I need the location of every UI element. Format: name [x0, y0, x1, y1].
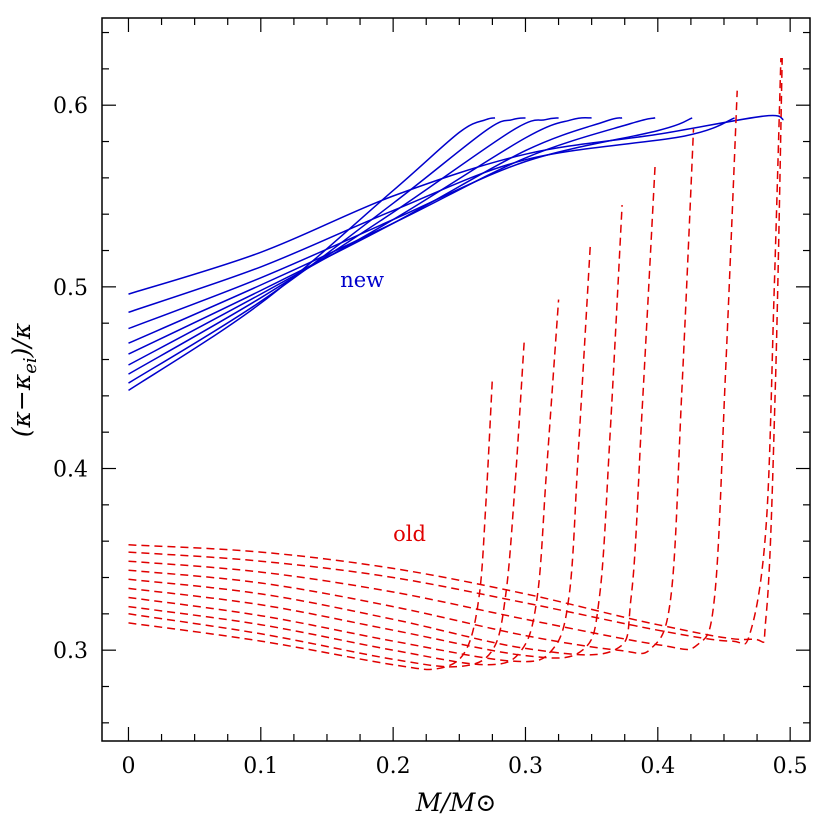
y-tick-label: 0.6 [53, 94, 88, 119]
series-line-old-11 [128, 341, 525, 668]
y-axis-title: (κ−κei)/κ [7, 322, 41, 437]
series-line-new-6 [128, 117, 656, 344]
x-tick-label: 0.3 [508, 754, 543, 779]
series-line-new-5 [128, 117, 623, 355]
series-line-new-4 [128, 116, 592, 366]
series-line-new-9 [128, 114, 784, 295]
series-line-old-13 [128, 245, 592, 663]
x-tick-label: 0.4 [640, 754, 675, 779]
series-line-new-7 [128, 117, 693, 330]
series-line-old-18 [128, 57, 782, 645]
x-axis-title: M/M⊙ [415, 788, 497, 817]
series-layer [128, 57, 784, 671]
series-line-old-16 [128, 128, 695, 655]
series-line-new-1 [128, 117, 496, 392]
x-tick-label: 0.1 [243, 754, 278, 779]
y-tick-label: 0.3 [53, 639, 88, 664]
x-tick-label: 0.2 [376, 754, 411, 779]
series-line-old-19 [128, 57, 783, 643]
x-tick-label: 0.5 [773, 754, 808, 779]
series-line-new-3 [128, 117, 559, 375]
y-tick-label: 0.5 [53, 276, 88, 301]
plot-frame [101, 17, 811, 742]
axis-titles: M/M⊙ (κ−κei)/κ [7, 322, 496, 817]
series-line-old-10 [128, 377, 494, 671]
annotation-new: new [340, 268, 384, 292]
series-line-old-12 [128, 299, 560, 666]
label-layer: 0 0.1 0.2 0.3 0.4 0.5 0.3 0.4 0.5 0.6 new old [53, 94, 808, 779]
y-tick-label: 0.4 [53, 458, 88, 483]
annotation-old: old [393, 522, 426, 546]
tick-layer [102, 18, 810, 741]
series-line-old-17 [128, 90, 738, 651]
x-tick-label: 0 [121, 754, 135, 779]
series-line-old-15 [128, 163, 656, 656]
series-line-new-2 [128, 117, 526, 384]
series-line-new-8 [128, 117, 735, 314]
